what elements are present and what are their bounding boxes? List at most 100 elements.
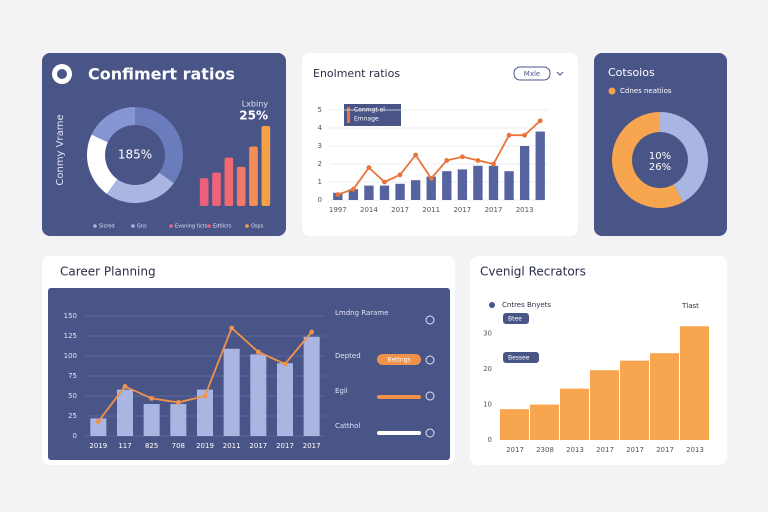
slider[interactable]	[377, 395, 421, 399]
center-label: 10%	[649, 151, 671, 162]
toggle-label[interactable]: Bettngs	[387, 357, 410, 364]
donut-segment	[135, 107, 184, 184]
panel-title: Enolment ratios	[313, 67, 400, 80]
x-tick-label: 2014	[360, 206, 378, 214]
line-point	[229, 325, 235, 331]
center-label: 185%	[118, 148, 152, 162]
line-point	[491, 161, 496, 167]
bar	[261, 126, 271, 206]
line-point	[459, 154, 465, 160]
annotation-value: 25%	[239, 109, 268, 123]
bar	[236, 166, 246, 206]
radio[interactable]	[425, 315, 435, 325]
bar	[170, 404, 187, 436]
bar	[410, 180, 421, 200]
y-tick-label: 3	[318, 142, 322, 150]
bar	[364, 185, 374, 200]
line-point	[428, 176, 434, 181]
bar	[620, 360, 649, 440]
bar	[442, 171, 452, 200]
x-tick-label: 2017	[596, 446, 614, 454]
bar	[650, 353, 679, 440]
side-label: Conmy Vrame	[55, 114, 66, 185]
x-tick-label: 117	[118, 442, 131, 450]
line-point	[95, 419, 101, 424]
tag	[503, 352, 539, 363]
line	[337, 120, 541, 196]
legend-label: Cdnes neatiios	[620, 87, 672, 95]
y-tick-label: 50	[68, 392, 77, 400]
line-point	[382, 179, 387, 185]
control-label: Catthol	[335, 422, 360, 430]
bar	[223, 348, 240, 436]
bar	[199, 178, 209, 206]
bar	[680, 326, 709, 440]
bar	[379, 185, 390, 200]
bar	[249, 146, 258, 206]
annotation: Lxbiny	[242, 100, 269, 109]
panel-title: Cvenigl Recrators	[480, 265, 586, 279]
x-tick-label: 2011	[422, 206, 440, 214]
bar	[277, 363, 293, 436]
donut-segment	[91, 107, 135, 143]
y-tick-label: 0	[488, 436, 492, 444]
legend-swatch	[347, 107, 350, 123]
donut-segment	[612, 112, 684, 209]
line-point	[366, 165, 372, 171]
legend-label: Sicred	[99, 224, 115, 230]
bar	[250, 354, 267, 436]
panel-title: Cotsoios	[608, 66, 655, 79]
annotation: Tlast	[681, 302, 699, 310]
line-point	[444, 158, 450, 163]
toggle[interactable]	[377, 354, 421, 365]
line-point	[175, 400, 181, 405]
tag	[503, 313, 529, 324]
bar	[426, 176, 436, 200]
bar	[473, 165, 483, 200]
x-tick-label: 2017	[485, 206, 503, 214]
x-tick-label: 2019	[89, 442, 107, 450]
radio[interactable]	[425, 355, 435, 365]
panel-title: Confimert ratios	[88, 65, 235, 84]
bar	[303, 336, 320, 436]
bar	[535, 131, 545, 200]
dropdown-label[interactable]: Mxle	[524, 70, 540, 78]
legend-label: Emnage	[354, 116, 379, 123]
x-tick-label: 2019	[196, 442, 214, 450]
legend-swatch	[93, 224, 97, 228]
x-tick-label: 2017	[249, 442, 267, 450]
bar	[90, 418, 107, 436]
bar	[395, 183, 405, 200]
legend-swatch	[245, 224, 249, 228]
x-tick-label: 2017	[626, 446, 644, 454]
y-tick-label: 2	[318, 160, 322, 168]
tag-label: Btee	[508, 316, 522, 323]
bar	[212, 172, 221, 206]
x-tick-label: 2017	[656, 446, 674, 454]
radio[interactable]	[425, 428, 435, 438]
slider[interactable]	[377, 431, 421, 435]
control-label: Egil	[335, 387, 348, 395]
control-label: Depted	[335, 352, 361, 360]
y-tick-label: 1	[318, 178, 322, 186]
radio[interactable]	[425, 391, 435, 401]
chevron[interactable]	[556, 71, 564, 76]
panel	[594, 53, 727, 236]
y-tick-label: 75	[68, 372, 77, 380]
line-point	[537, 118, 543, 124]
legend-label: Cntres Bnyets	[502, 301, 551, 309]
legend-label: Edtilcrs	[213, 224, 232, 230]
y-tick-label: 4	[318, 124, 323, 132]
donut-segment	[106, 172, 174, 204]
x-tick-label: 2013	[566, 446, 584, 454]
line-point	[149, 396, 155, 401]
line-point	[202, 393, 208, 399]
legend-swatch	[207, 224, 211, 228]
y-tick-label: 30	[483, 330, 492, 338]
x-tick-label: 2013	[516, 206, 534, 214]
bar	[488, 165, 499, 200]
line-point	[522, 132, 528, 138]
x-tick-label: 2017	[453, 206, 471, 214]
y-tick-label: 5	[318, 106, 322, 114]
dropdown[interactable]	[513, 66, 551, 81]
